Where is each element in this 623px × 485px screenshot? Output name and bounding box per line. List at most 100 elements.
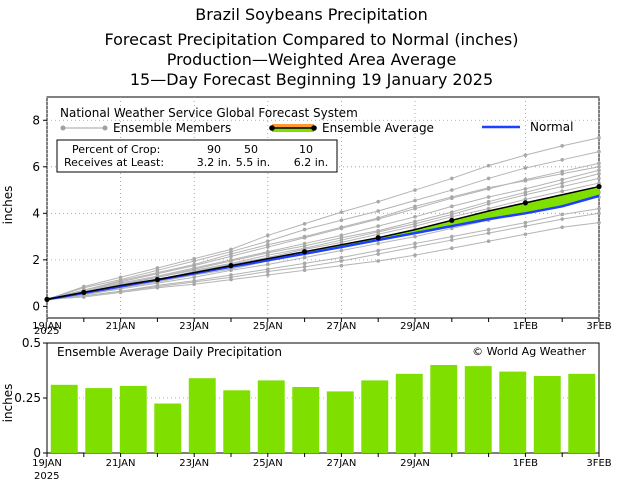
bottom-x-tick-label: 3FEB bbox=[586, 458, 611, 469]
chart-subtitle-3: 15—Day Forecast Beginning 19 January 202… bbox=[129, 70, 494, 89]
ensemble-member-point bbox=[266, 242, 270, 247]
ensemble-member-point bbox=[118, 290, 123, 295]
crop-table-row1-label: Percent of Crop: bbox=[72, 143, 160, 156]
ensemble-member-point bbox=[376, 232, 381, 237]
ensemble-member-line bbox=[46, 137, 600, 300]
ensemble-member-point bbox=[413, 245, 417, 249]
legend-members-marker-right bbox=[102, 125, 108, 131]
ensemble-member-point bbox=[266, 233, 270, 238]
ensemble-member-point bbox=[486, 199, 491, 204]
top-x-tick-label: 25JAN bbox=[253, 321, 283, 332]
top-x-tick-label: 1FEB bbox=[513, 321, 538, 332]
bottom-y-tick-label: 0.5 bbox=[22, 336, 41, 350]
ensemble-member-point bbox=[450, 195, 454, 199]
crop-table-row1-value-3: 10 bbox=[299, 143, 313, 156]
daily-precip-bar bbox=[292, 387, 320, 453]
daily-precip-bar bbox=[257, 380, 285, 453]
ensemble-member-point bbox=[413, 215, 417, 219]
bottom-panel: 00.250.5 19JAN 21JAN 23JAN 25JAN 27JAN 29JAN 1… bbox=[1, 336, 612, 482]
ensemble-member-point bbox=[450, 246, 454, 251]
top-y-axis-label: inches bbox=[1, 186, 15, 225]
ensemble-member-point bbox=[486, 239, 491, 244]
ensemble-member-point bbox=[560, 189, 564, 194]
ensemble-member-point bbox=[302, 268, 307, 273]
bottom-y-tick-label: 0 bbox=[33, 446, 41, 460]
legend-average-marker-right bbox=[311, 125, 317, 131]
ensemble-member-point bbox=[597, 176, 601, 181]
ensemble-member-point bbox=[376, 259, 381, 263]
ensemble-member-point bbox=[376, 224, 381, 228]
legend-members-text: Ensemble Members bbox=[113, 121, 231, 135]
ensemble-member-point bbox=[597, 211, 601, 216]
top-x-tick-label: 23JAN bbox=[179, 321, 209, 332]
daily-precip-bar bbox=[533, 376, 561, 453]
ensemble-average-line bbox=[46, 185, 600, 301]
ensemble-member-point bbox=[339, 259, 344, 263]
ensemble-member-point bbox=[597, 164, 601, 169]
ensemble-member-point bbox=[523, 224, 528, 228]
top-y-tick-label: 8 bbox=[32, 113, 40, 127]
daily-precip-bar bbox=[50, 384, 78, 453]
ensemble-member-point bbox=[597, 168, 601, 173]
ensemble-member-point bbox=[560, 177, 564, 182]
top-y-ticks: 0 2 4 6 8 bbox=[32, 113, 47, 313]
ensemble-member-point bbox=[376, 241, 381, 246]
ensemble-average-point bbox=[81, 289, 87, 296]
ensemble-member-point bbox=[266, 251, 270, 255]
ensemble-member-point bbox=[486, 195, 491, 199]
crop-table-box bbox=[56, 139, 338, 173]
avg-normal-fill-segment bbox=[562, 186, 599, 207]
ensemble-member-point bbox=[486, 206, 491, 211]
ensemble-member-point bbox=[597, 220, 601, 225]
ensemble-member-point bbox=[376, 216, 381, 220]
daily-precip-bar bbox=[326, 391, 354, 453]
ensemble-member-point bbox=[118, 278, 123, 283]
ensemble-member-point bbox=[486, 231, 491, 235]
legend-normal-text: Normal bbox=[530, 120, 573, 134]
bottom-y-tick-label: 0.25 bbox=[14, 391, 41, 405]
daily-precip-bar bbox=[361, 380, 389, 453]
ensemble-member-point bbox=[523, 197, 528, 202]
legend-average-below-swatch bbox=[272, 124, 314, 128]
ensemble-member-point bbox=[560, 212, 564, 217]
ensemble-member-point bbox=[486, 227, 491, 232]
ensemble-member-point bbox=[229, 277, 233, 282]
ensemble-member-point bbox=[486, 185, 491, 190]
ensemble-average-point bbox=[44, 296, 50, 302]
ensemble-member-point bbox=[302, 227, 307, 232]
ensemble-member-point bbox=[192, 259, 196, 263]
ensemble-member-point bbox=[413, 219, 417, 224]
top-panel: 0 2 4 6 8 19JAN 21JAN 23JAN 25JAN 27JAN 29JAN 1FEB… bbox=[1, 96, 612, 337]
daily-precip-bar bbox=[568, 373, 596, 453]
chart-title: Brazil Soybeans Precipitation bbox=[195, 5, 428, 24]
ensemble-member-point bbox=[523, 220, 528, 225]
top-x-tick-label: 19JAN bbox=[32, 321, 62, 332]
bottom-x-tick-label: 25JAN bbox=[253, 458, 283, 469]
top-year-label: 2025 bbox=[34, 326, 59, 337]
legend-members: Ensemble Members bbox=[60, 121, 231, 135]
top-x-tick-label: 3FEB bbox=[586, 321, 611, 332]
ensemble-member-point bbox=[302, 261, 307, 266]
ensemble-member-point bbox=[450, 176, 454, 181]
ensemble-average-point bbox=[596, 183, 602, 190]
ensemble-member-point bbox=[339, 255, 344, 260]
bottom-panel-title: Ensemble Average Daily Precipitation bbox=[57, 345, 282, 359]
ensemble-member-point bbox=[560, 158, 564, 162]
ensemble-member-point bbox=[450, 210, 454, 214]
ensemble-member-point bbox=[376, 248, 381, 253]
chart-subtitle-1: Forecast Precipitation Compared to Norma… bbox=[104, 30, 519, 49]
daily-precip-bar bbox=[188, 378, 216, 453]
ensemble-member-line bbox=[46, 173, 600, 300]
ensemble-member-point bbox=[560, 184, 564, 189]
avg-normal-fill-segment bbox=[488, 202, 526, 220]
daily-precip-bar bbox=[464, 366, 492, 453]
ensemble-member-point bbox=[523, 166, 528, 170]
ensemble-average-point bbox=[375, 235, 381, 241]
ensemble-member-point bbox=[597, 206, 601, 211]
ensemble-member-point bbox=[486, 176, 491, 181]
daily-precip-bar bbox=[85, 388, 113, 453]
ensemble-member-point bbox=[302, 255, 307, 260]
ensemble-member-point bbox=[302, 221, 307, 226]
ensemble-member-point bbox=[155, 270, 160, 275]
legend-average-marker-left bbox=[269, 125, 275, 131]
